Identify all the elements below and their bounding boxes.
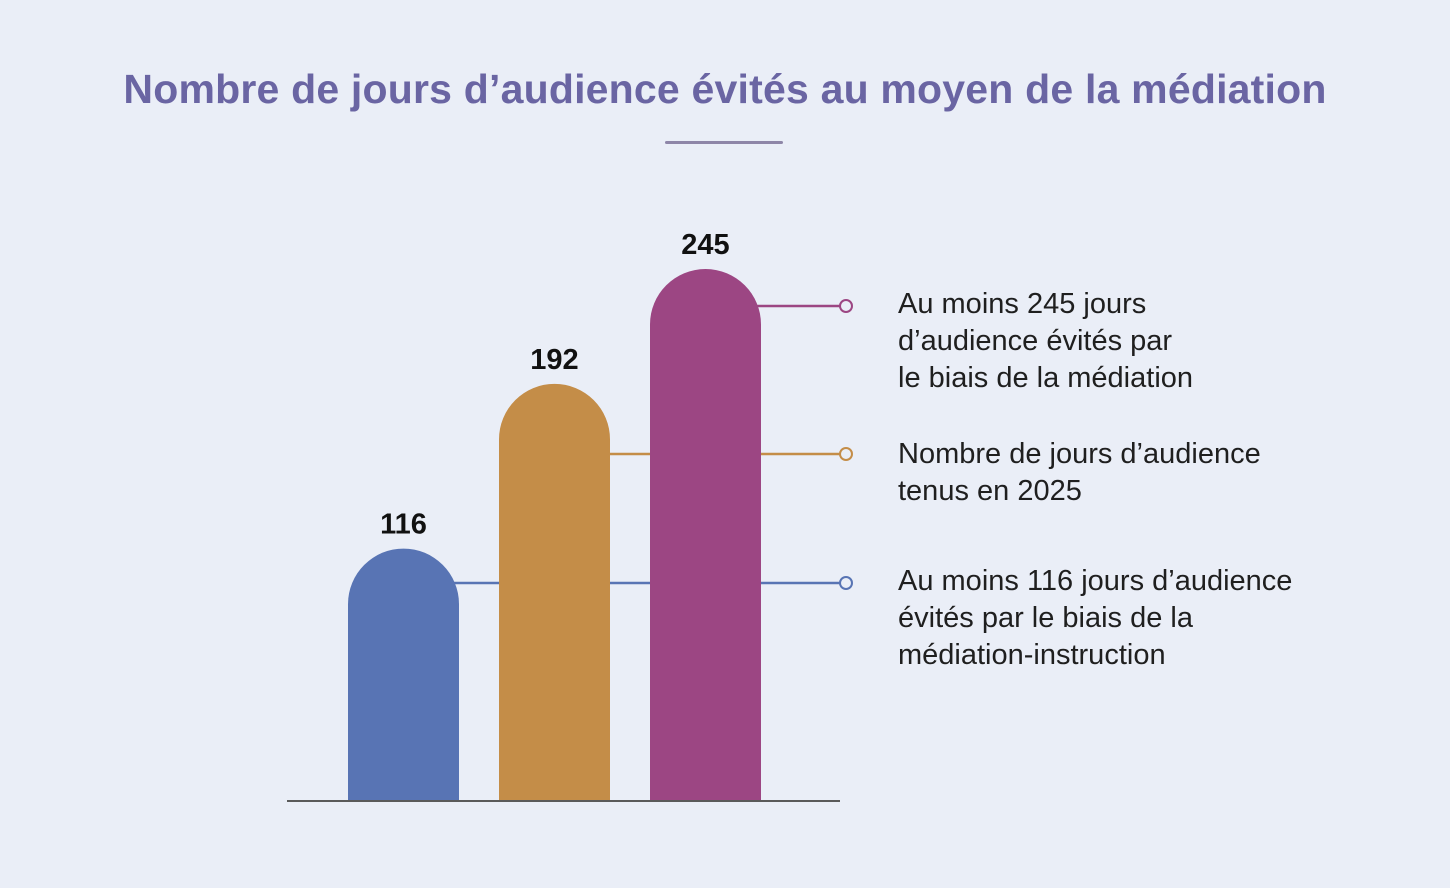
- legend-marker-245: [839, 299, 853, 313]
- bar-value-labels: 116 192 245: [380, 229, 730, 541]
- legend-marker-192: [839, 447, 853, 461]
- chart-title: Nombre de jours d’audience évités au moy…: [123, 66, 1327, 112]
- bar-245: [650, 269, 761, 800]
- legend-entry-245: Au moins 245 jours d’audience évités par…: [898, 288, 1194, 394]
- bar-value-label-192: 192: [530, 344, 578, 376]
- title-underline: [665, 141, 783, 144]
- bar-value-label-245: 245: [681, 229, 729, 261]
- legend-entry-116: Au moins 116 jours d’audience évités par…: [898, 565, 1293, 671]
- bar-116: [348, 548, 459, 800]
- legend-markers: [839, 299, 853, 590]
- bar-value-label-116: 116: [380, 509, 427, 541]
- bars: [348, 269, 761, 800]
- legend-connectors: [403, 304, 840, 585]
- bar-192: [499, 383, 610, 800]
- legend-entry-192: Nombre de jours d’audience tenus en 2025: [898, 438, 1261, 507]
- legend-marker-116: [839, 576, 853, 590]
